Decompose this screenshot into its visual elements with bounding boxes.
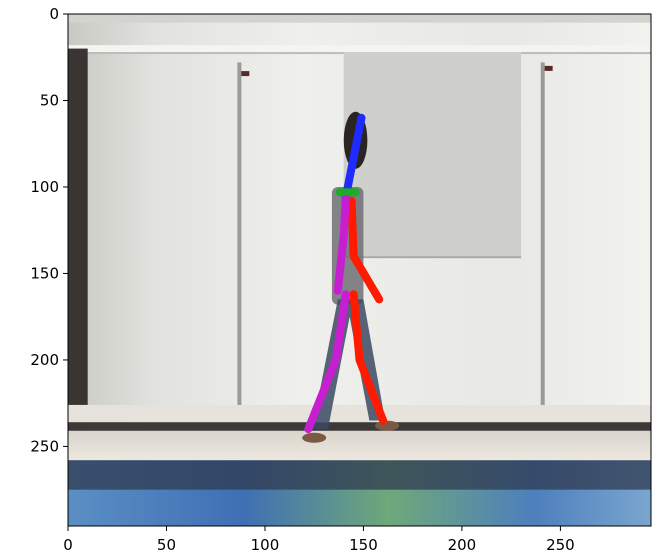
skeleton-right-leg	[349, 290, 388, 425]
child-legs	[312, 299, 386, 430]
mat-dark-band	[68, 460, 651, 490]
x-tick-label: 100	[251, 536, 280, 554]
y-tick-label: 250	[30, 437, 59, 455]
x-tick-label: 0	[63, 536, 73, 554]
baseboard	[68, 404, 651, 423]
left-pole	[237, 62, 242, 416]
x-tick-label: 200	[448, 536, 477, 554]
right-pole-mount	[544, 65, 553, 71]
x-tick-label: 150	[349, 536, 378, 554]
floor-edge	[68, 422, 651, 431]
skeleton-left-leg	[304, 290, 350, 434]
ceiling-strip	[68, 14, 651, 23]
right-pole	[540, 62, 545, 416]
y-tick-label: 150	[30, 264, 59, 282]
wall-panel-edge	[343, 256, 522, 259]
skeleton-overlay	[304, 113, 388, 434]
wall-panel	[343, 52, 522, 257]
y-tick-label: 100	[30, 178, 59, 196]
y-tick-label: 50	[40, 91, 59, 109]
photo-background	[68, 14, 651, 526]
top-rail	[68, 45, 651, 53]
axes: 0 50 100 150 200 250 0 50 100 150 200 250	[30, 5, 652, 554]
x-tick-label: 250	[546, 536, 575, 554]
x-tick-label: 50	[157, 536, 176, 554]
floor	[68, 430, 651, 461]
left-pole-mount	[241, 71, 250, 77]
skeleton-head-neck	[341, 113, 366, 202]
child-left-foot	[302, 432, 327, 443]
plot-frame	[67, 13, 652, 527]
door-frame	[68, 48, 88, 421]
skeleton-left-arm	[333, 195, 350, 295]
y-tick-label: 200	[30, 351, 59, 369]
skeleton-right-arm	[347, 196, 384, 304]
child-right-foot	[375, 420, 400, 431]
y-tick-label: 0	[49, 5, 59, 23]
